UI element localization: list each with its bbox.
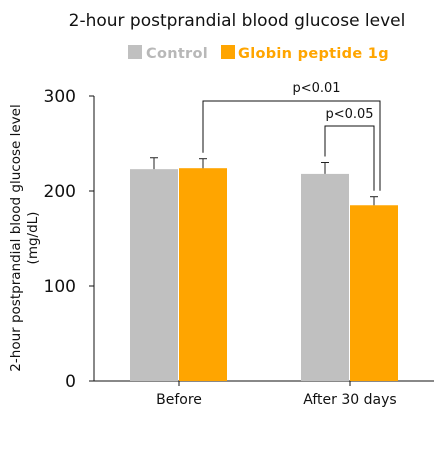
legend-swatch-globin xyxy=(221,45,235,59)
legend-swatch-control xyxy=(128,45,142,59)
significance-bracket-2 xyxy=(324,125,375,191)
x-tick-label: Before xyxy=(156,392,202,408)
chart-title: 2-hour postprandial blood glucose level xyxy=(69,11,406,31)
plot-area: 0 100 200 300 Before After 30 days p<0.01 p<0.0… xyxy=(44,81,434,408)
bar-globin-1 xyxy=(350,205,398,381)
y-tick-label: 100 xyxy=(44,277,76,297)
y-tick-label: 300 xyxy=(44,87,76,107)
significance-bracket-1 xyxy=(202,100,381,191)
y-axis-unit: (mg/dL) xyxy=(25,212,41,265)
significance-label-2: p<0.05 xyxy=(325,107,373,122)
bar-control-0 xyxy=(130,169,178,381)
legend: Control Globin peptide 1g xyxy=(128,45,389,62)
y-tick-label: 0 xyxy=(65,372,76,392)
bar-control-1 xyxy=(301,173,349,381)
x-tick-label: After 30 days xyxy=(303,392,396,408)
legend-label-control: Control xyxy=(146,46,208,62)
y-axis-label: 2-hour postprandial blood glucose level xyxy=(8,104,24,371)
bar-globin-0 xyxy=(179,168,227,381)
legend-label-globin: Globin peptide 1g xyxy=(238,46,389,62)
significance-label-1: p<0.01 xyxy=(292,81,340,96)
y-tick-label: 200 xyxy=(44,182,76,202)
